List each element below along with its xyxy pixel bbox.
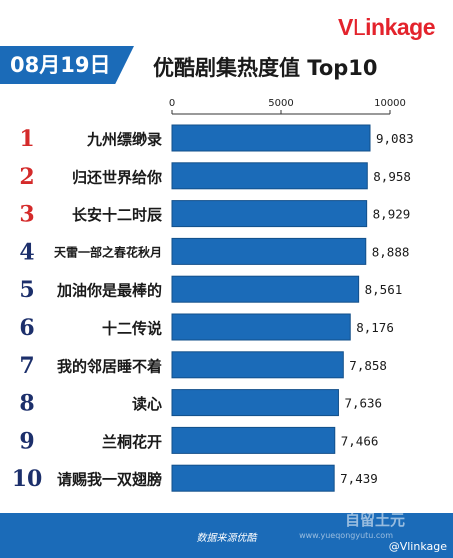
x-tick-label: 10000: [374, 98, 406, 109]
rank-number: 6: [19, 315, 34, 341]
bar: [171, 464, 335, 492]
rank-number: 2: [19, 164, 34, 190]
bar: [171, 237, 367, 265]
weibo-handle: @Vlinkage: [388, 540, 447, 553]
rank-number: 8: [19, 391, 34, 417]
watermark-url: www.yueqongyutu.com: [299, 531, 393, 540]
x-tick-label: 5000: [268, 98, 293, 109]
category-label: 天雷一部之春花秋月: [54, 244, 162, 259]
rank-number: 5: [19, 277, 34, 303]
bar: [171, 389, 339, 417]
vlinkage-logo: VLinkage: [337, 14, 436, 40]
rank-number: 9: [19, 428, 34, 454]
x-tick-label: 0: [169, 98, 175, 109]
category-label: 读心: [132, 395, 162, 413]
category-label: 长安十二时辰: [72, 206, 163, 224]
category-label: 九州缥缈录: [86, 131, 162, 149]
bar: [171, 313, 351, 341]
category-label: 十二传说: [102, 320, 162, 338]
bar: [171, 426, 336, 454]
rank-number: 7: [19, 353, 34, 379]
value-label: 7,439: [340, 471, 378, 486]
category-label: 归还世界给你: [72, 168, 162, 186]
value-label: 8,561: [365, 282, 403, 297]
category-label: 我的邻居睡不着: [57, 357, 162, 375]
watermark-text: 自留土元: [344, 511, 405, 529]
bar: [171, 275, 360, 303]
value-label: 8,929: [373, 207, 411, 222]
value-label: 8,958: [373, 169, 411, 184]
bar: [171, 200, 368, 228]
date-badge: 08月19日: [0, 46, 134, 84]
category-label: 请赐我一双翅膀: [57, 471, 162, 489]
rank-number: 1: [19, 126, 34, 152]
rank-number: 3: [19, 202, 34, 228]
bar: [171, 162, 368, 190]
value-label: 9,083: [376, 131, 414, 146]
chart-title: 优酷剧集热度值 Top10: [153, 56, 378, 80]
value-label: 8,888: [372, 244, 410, 259]
bar: [171, 351, 344, 379]
data-source-note: 数据来源优酷: [196, 533, 257, 544]
value-label: 7,466: [341, 433, 379, 448]
value-label: 8,176: [356, 320, 394, 335]
value-label: 7,636: [344, 396, 382, 411]
category-label: 加油你是最棒的: [56, 282, 162, 300]
rank-number: 4: [19, 239, 34, 265]
value-label: 7,858: [349, 358, 387, 373]
footer-bar: 数据来源优酷 自留土元 www.yueqongyutu.com @Vlinkag…: [0, 511, 453, 558]
bar: [171, 124, 371, 152]
rank-number: 10: [12, 466, 43, 492]
category-label: 兰桐花开: [102, 433, 162, 451]
